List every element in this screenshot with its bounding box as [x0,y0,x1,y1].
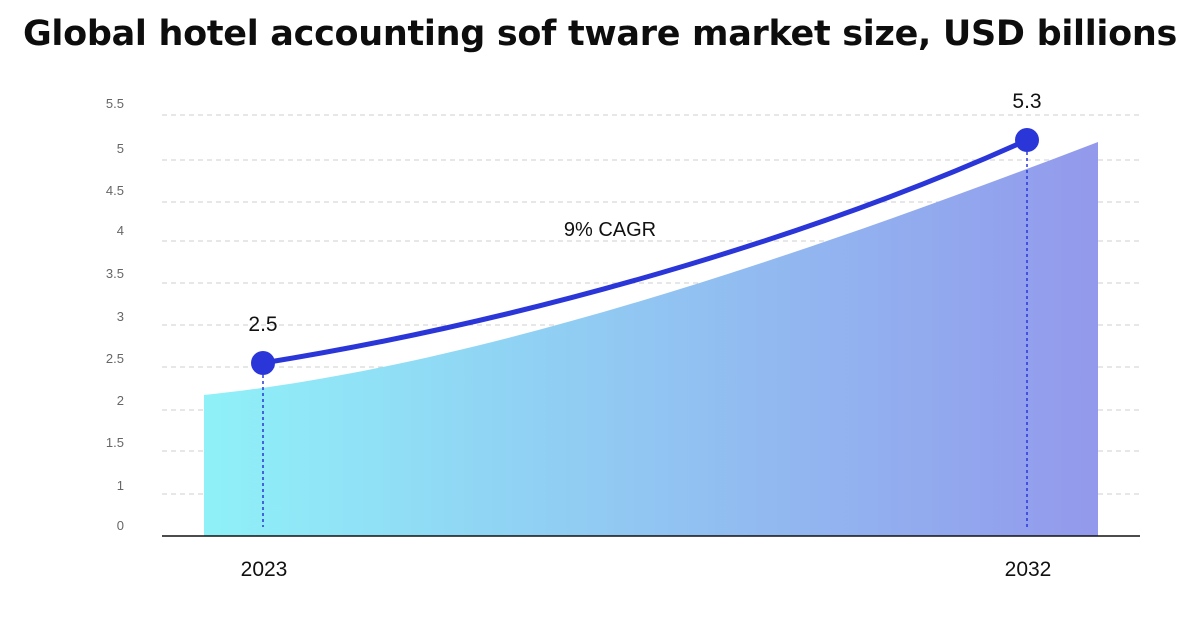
y-tick-label: 3.5 [106,266,124,281]
y-tick-label: 5.5 [106,96,124,111]
data-point-2023 [251,351,275,375]
y-tick-label: 1.5 [106,435,124,450]
y-tick-label: 0 [117,518,124,533]
cagr-annotation: 9% CAGR [564,219,656,241]
data-points [251,128,1039,375]
y-tick-label: 5 [117,141,124,156]
y-tick-label: 3 [117,309,124,324]
data-label-2023: 2.5 [248,313,277,336]
y-tick-label: 4 [117,223,124,238]
x-axis: 2023 2032 [241,558,1052,581]
y-tick-label: 1 [117,478,124,493]
data-point-2032 [1015,128,1039,152]
series-line [260,137,1030,366]
y-tick-label: 4.5 [106,183,124,198]
data-label-2032: 5.3 [1012,90,1041,113]
growth-area [204,142,1098,536]
y-axis: 0 1 1.5 2 2.5 3 3.5 4 4.5 5 5.5 [106,96,124,533]
y-tick-label: 2 [117,393,124,408]
y-tick-label: 2.5 [106,351,124,366]
drop-lines [262,152,1028,527]
x-tick-label: 2032 [1005,558,1052,581]
chart-title: Global hotel accounting sof tware market… [22,14,1178,54]
data-labels: 2.5 5.3 [248,90,1041,336]
x-tick-label: 2023 [241,558,288,581]
